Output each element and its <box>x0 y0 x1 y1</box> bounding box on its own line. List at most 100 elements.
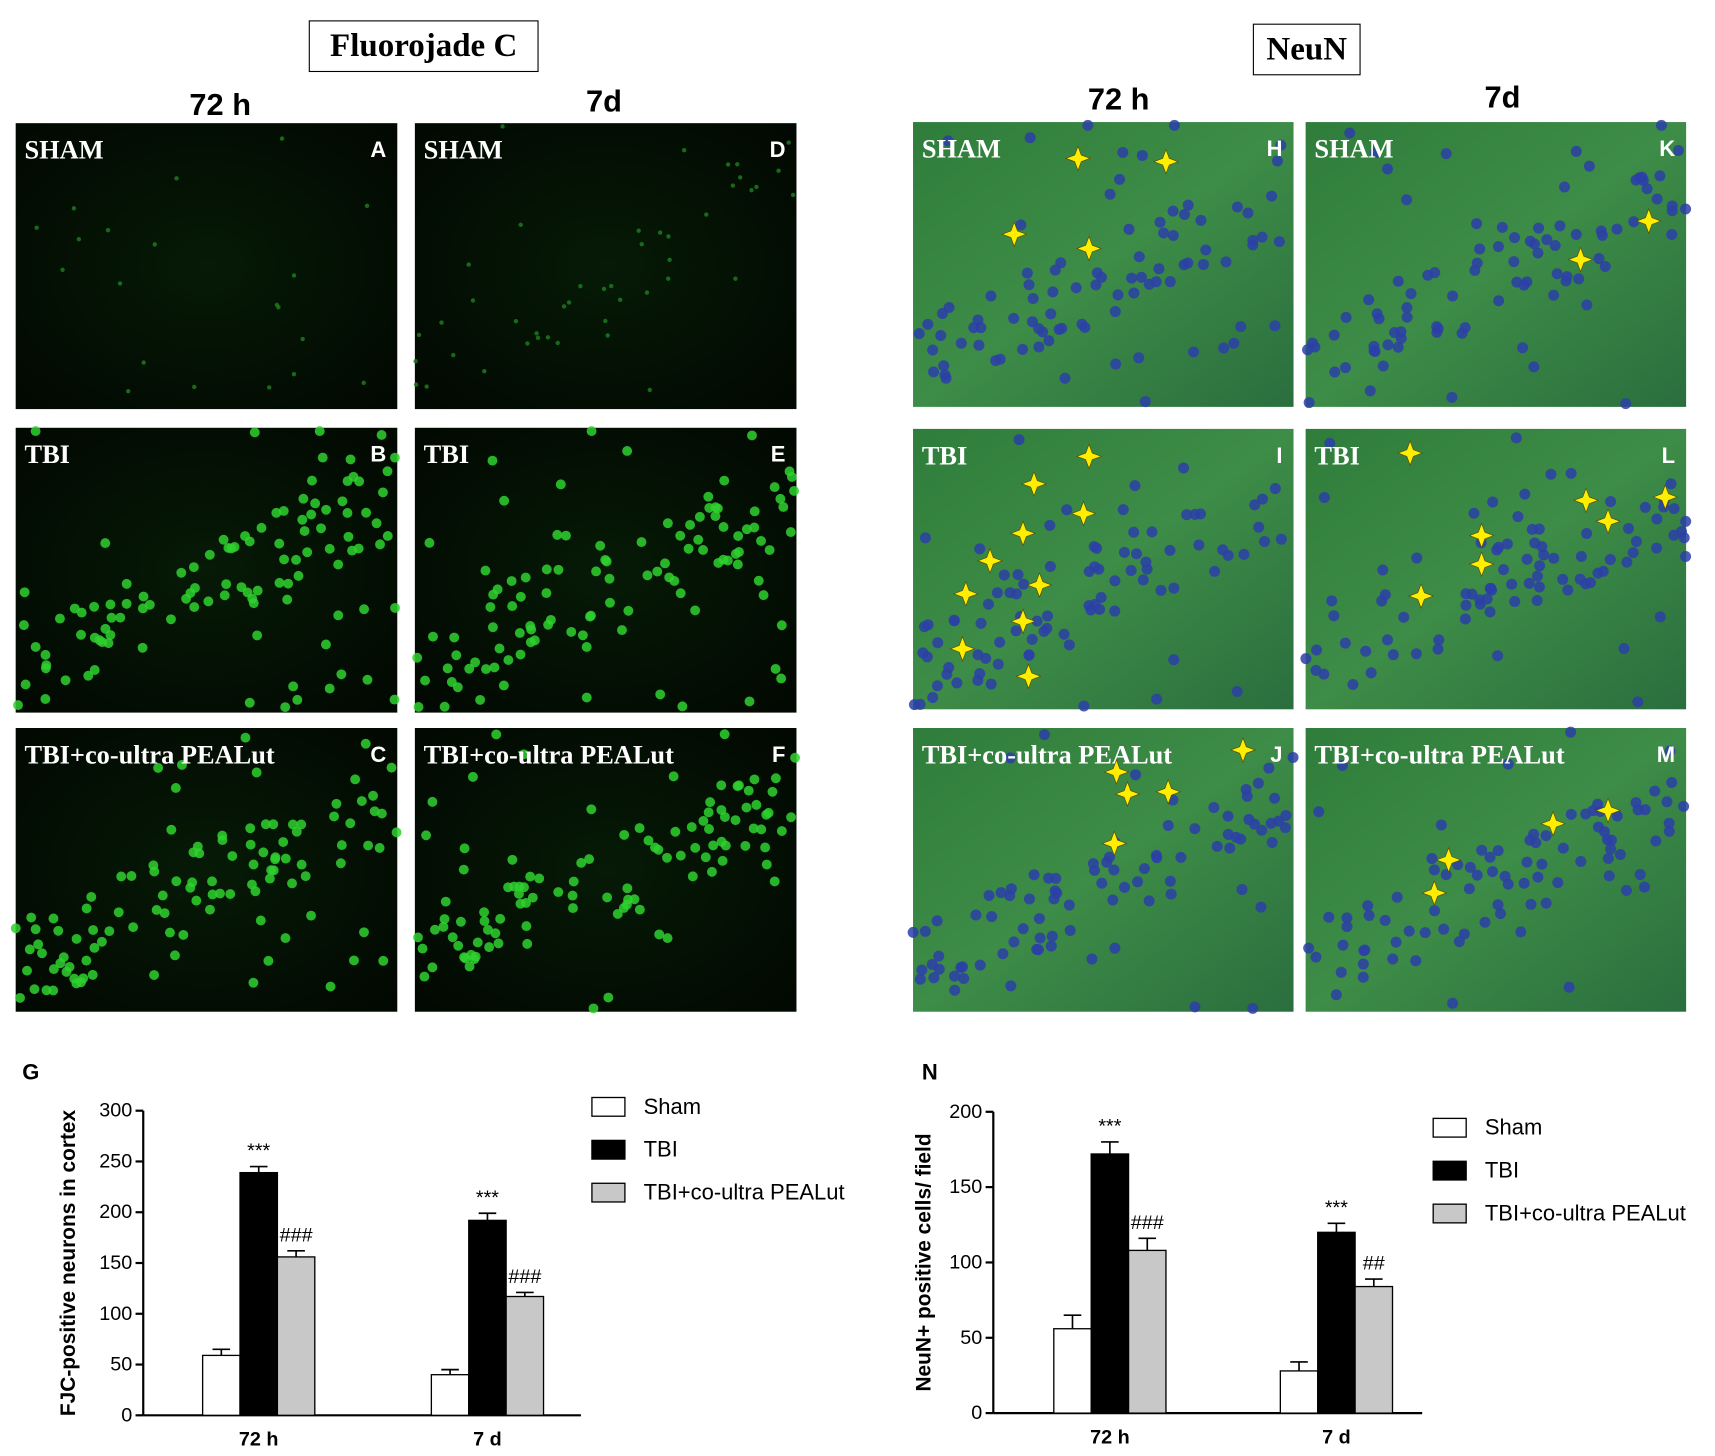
cell <box>1117 504 1129 516</box>
cell <box>1479 916 1491 928</box>
cell <box>252 630 263 641</box>
cell <box>1063 639 1075 651</box>
cell <box>317 452 328 463</box>
legend-label: TBI <box>644 1137 678 1162</box>
cell <box>919 925 931 937</box>
cell <box>623 894 634 905</box>
micrograph: TBI+co-ultra PEALut C <box>10 728 402 1012</box>
cell <box>1531 594 1543 606</box>
cell <box>278 506 289 516</box>
cell <box>1680 515 1692 527</box>
cell <box>176 567 187 578</box>
cell <box>1440 869 1452 881</box>
cell <box>442 663 453 674</box>
marker-star <box>1652 484 1679 511</box>
cell <box>1581 299 1593 311</box>
cell <box>78 973 89 984</box>
cell <box>1017 923 1029 935</box>
y-tick-label: 250 <box>99 1150 132 1172</box>
cell <box>690 842 701 853</box>
cell <box>48 964 59 975</box>
cell <box>618 902 629 913</box>
cell <box>776 620 787 631</box>
cell <box>1491 544 1503 556</box>
cell <box>1056 322 1068 334</box>
cell <box>1382 163 1394 175</box>
cell <box>1168 119 1180 131</box>
cell <box>1168 582 1180 594</box>
y-tick-label: 300 <box>99 1100 132 1122</box>
cell <box>1628 216 1640 228</box>
cell <box>15 992 25 1003</box>
cell <box>578 283 583 289</box>
cell <box>447 932 458 943</box>
micrograph: TBI E <box>412 426 799 713</box>
cell <box>1565 726 1577 738</box>
cell <box>467 771 478 782</box>
cell <box>1376 595 1388 607</box>
cell <box>280 933 291 944</box>
cell <box>481 664 491 675</box>
cell <box>1079 321 1091 333</box>
cell <box>29 984 40 995</box>
cell <box>1515 926 1527 938</box>
cell <box>83 670 94 681</box>
cell <box>1604 554 1616 566</box>
cell <box>543 619 554 630</box>
cell <box>1459 322 1471 334</box>
cell <box>1678 800 1690 812</box>
cell <box>1231 685 1243 697</box>
cell <box>106 612 117 623</box>
cell <box>413 932 423 943</box>
cell <box>1410 648 1422 660</box>
cell <box>1055 257 1067 269</box>
cell <box>291 554 302 565</box>
cell <box>1318 668 1330 680</box>
cell <box>40 663 51 674</box>
cell <box>1118 546 1130 558</box>
panel-group: TBI+co-ultra PEALut <box>24 739 274 769</box>
cell <box>115 612 126 623</box>
cell <box>333 559 344 570</box>
marker-star <box>1595 797 1622 824</box>
cell <box>1641 183 1653 195</box>
micrograph: SHAM K <box>1302 119 1692 410</box>
cell <box>1476 844 1488 856</box>
cell <box>1540 830 1552 842</box>
cell <box>482 924 493 935</box>
cell <box>974 668 986 680</box>
cell <box>60 675 71 686</box>
cell <box>986 911 998 923</box>
cell <box>446 677 457 687</box>
cell <box>491 729 502 740</box>
cell <box>40 694 51 704</box>
cell <box>54 613 65 624</box>
cell <box>221 579 232 590</box>
cell <box>749 506 760 517</box>
cell <box>1341 921 1353 933</box>
cell <box>1357 971 1369 983</box>
cell <box>1525 898 1537 910</box>
cell <box>734 547 744 557</box>
cell <box>1218 342 1230 354</box>
cell <box>451 352 456 358</box>
cell <box>760 842 771 853</box>
cell <box>1247 1002 1259 1014</box>
cell <box>1242 207 1254 219</box>
cell <box>321 504 332 515</box>
cell <box>601 556 612 567</box>
cell <box>1189 1001 1201 1013</box>
cell <box>747 430 757 441</box>
cell <box>413 382 419 387</box>
panel-letter: I <box>1276 443 1282 468</box>
cell <box>298 493 309 504</box>
cell <box>325 981 336 992</box>
cell <box>1222 810 1234 822</box>
cell <box>1189 823 1201 835</box>
cell <box>1008 936 1020 948</box>
cell <box>1033 341 1045 353</box>
significance-label: ### <box>280 1224 313 1246</box>
cell <box>429 924 440 935</box>
cell <box>34 225 39 230</box>
cell <box>1518 877 1530 889</box>
